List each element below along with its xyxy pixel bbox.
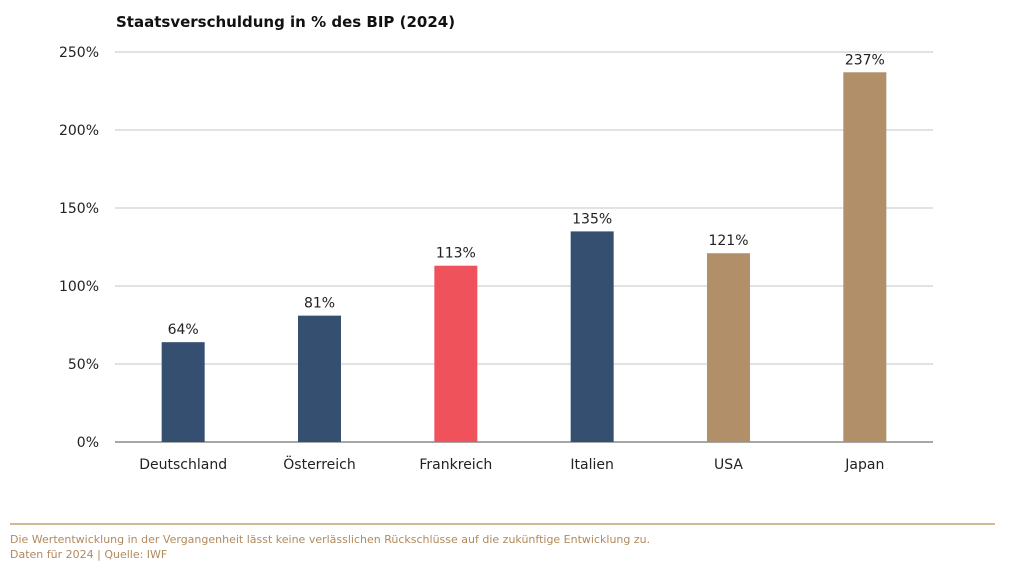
- y-tick-label: 0%: [77, 435, 99, 451]
- x-tick-label: Italien: [570, 457, 613, 473]
- bar-österreich: [298, 315, 341, 442]
- footer-disclaimer: Die Wertentwicklung in der Vergangenheit…: [10, 533, 651, 546]
- data-label: 121%: [708, 233, 748, 249]
- footer-divider: [10, 523, 995, 525]
- footer-source: Daten für 2024 | Quelle: IWF: [10, 548, 168, 561]
- x-tick-label: Österreich: [283, 455, 355, 473]
- x-tick-label: Deutschland: [139, 457, 227, 473]
- x-tick-label: USA: [714, 457, 743, 473]
- x-tick-label: Frankreich: [419, 457, 492, 473]
- y-tick-label: 200%: [59, 123, 99, 139]
- bar-deutschland: [161, 342, 205, 442]
- bar-chart: 0% 50% 100% 150% 200% 250% 64% Deutschland 81% Ös…: [59, 45, 933, 473]
- data-label: 81%: [304, 296, 335, 312]
- data-label: 64%: [168, 322, 199, 338]
- data-label: 237%: [845, 52, 885, 68]
- x-tick-label: Japan: [844, 457, 884, 473]
- bar-usa: [707, 253, 750, 442]
- y-tick-label: 250%: [59, 45, 99, 61]
- chart-title: Staatsverschuldung in % des BIP (2024): [116, 13, 456, 31]
- y-tick-label: 100%: [59, 279, 99, 295]
- data-label: 113%: [436, 246, 476, 262]
- y-tick-label: 50%: [68, 357, 99, 373]
- bar-frankreich: [434, 265, 478, 442]
- data-label: 135%: [572, 211, 612, 227]
- bar-japan: [843, 72, 887, 442]
- y-tick-label: 150%: [59, 201, 99, 217]
- bar-italien: [570, 231, 614, 442]
